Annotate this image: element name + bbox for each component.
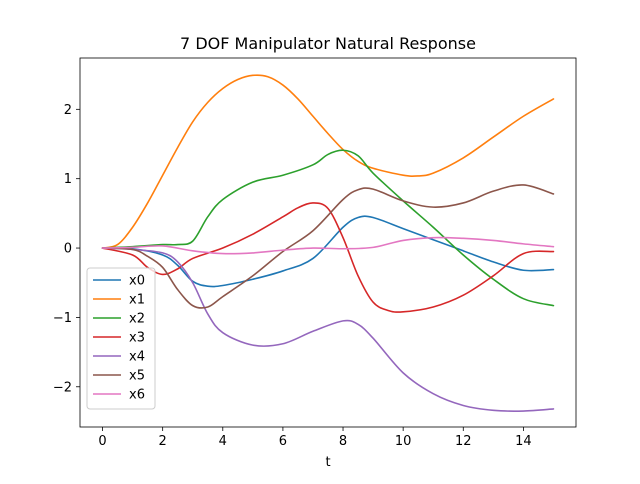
series-line-x1	[101, 74, 555, 249]
x-tick-label: 6	[279, 434, 287, 449]
x-tick-label: 12	[455, 434, 472, 449]
series-layer	[101, 74, 555, 412]
plot-area	[79, 57, 577, 428]
x-tick-label: 8	[339, 434, 347, 449]
series-line-x3	[101, 202, 555, 313]
plot-frame	[79, 57, 577, 428]
legend-box	[86, 267, 156, 410]
legend: x0 x1 x2 x3 x4 x5 x6	[86, 267, 156, 410]
series-line-x5	[101, 184, 555, 309]
legend-label-x5: x5	[129, 369, 145, 384]
x-tick-label: 2	[159, 434, 167, 449]
x-tick-label: 14	[515, 434, 532, 449]
y-tick-label: −2	[53, 380, 72, 395]
y-tick-label: −1	[53, 311, 72, 326]
series-line-x2	[101, 149, 555, 307]
legend-label-x4: x4	[129, 350, 145, 365]
y-tick-label: 0	[64, 242, 72, 257]
series-line-x4	[101, 247, 555, 412]
y-tick-label: 1	[64, 172, 72, 187]
y-tick-label: 2	[64, 103, 72, 118]
y-axis: −2 −1 0 1 2	[53, 103, 80, 395]
series-line-x6	[101, 236, 555, 255]
legend-label-x2: x2	[129, 312, 145, 327]
chart-title: 7 DOF Manipulator Natural Response	[180, 34, 476, 53]
x-axis-label: t	[325, 455, 330, 470]
legend-label-x1: x1	[129, 293, 145, 308]
series-line-x0	[101, 215, 555, 288]
legend-label-x3: x3	[129, 331, 145, 346]
x-tick-label: 10	[395, 434, 412, 449]
x-tick-label: 4	[219, 434, 227, 449]
legend-label-x0: x0	[129, 274, 145, 289]
legend-label-x6: x6	[129, 388, 145, 403]
x-axis: 0 2 4 6 8 10 12 14	[98, 427, 532, 449]
x-tick-label: 0	[98, 434, 106, 449]
